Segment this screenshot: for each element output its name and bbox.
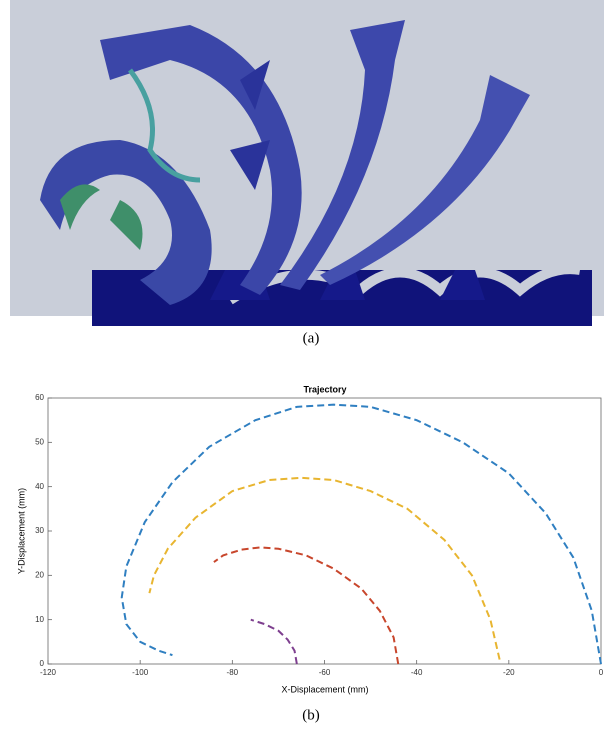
simulation-image [10,0,604,326]
x-tick-label: -60 [319,668,331,677]
caption: (a) [303,330,320,346]
x-tick-label: -20 [503,668,515,677]
x-tick-label: -40 [411,668,423,677]
y-tick-label: 50 [35,437,44,446]
trajectory-line [251,620,297,664]
x-tick-label: -100 [132,668,149,677]
y-axis-label: Y-Displacement (mm) [16,488,26,574]
trajectory-line [122,405,601,664]
plot-frame [48,398,601,664]
y-tick-label: 40 [35,482,44,491]
y-tick-label: 0 [40,659,45,668]
y-tick-label: 20 [35,570,44,579]
trajectory-line [214,547,398,664]
x-tick-label: 0 [599,668,604,677]
page: {"captions": ["(a)", "(b)"], "chart_data… [0,0,615,734]
y-tick-label: 60 [35,393,44,402]
trajectory-line [149,478,499,660]
chart-title: Trajectory [303,384,346,394]
caption: (b) [302,707,320,723]
y-tick-label: 30 [35,526,44,535]
y-tick-label: 10 [35,615,44,624]
x-axis-label: X-Displacement (mm) [281,684,368,694]
figure: (a) (b) Trajectory X-Displacement (mm) Y… [0,0,615,734]
x-tick-label: -120 [40,668,57,677]
x-tick-label: -80 [227,668,239,677]
